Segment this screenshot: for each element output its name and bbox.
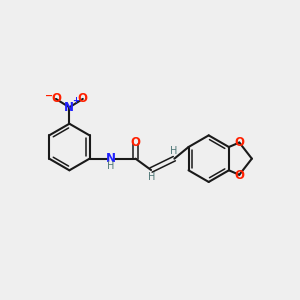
Text: +: +: [72, 96, 80, 105]
Text: O: O: [51, 92, 61, 105]
Text: H: H: [170, 146, 177, 156]
Text: O: O: [130, 136, 140, 149]
Text: O: O: [235, 136, 244, 149]
Text: N: N: [64, 101, 74, 114]
Text: −: −: [45, 90, 53, 100]
Text: N: N: [106, 152, 116, 165]
Text: O: O: [235, 169, 244, 182]
Text: H: H: [107, 161, 114, 171]
Text: H: H: [148, 172, 155, 182]
Text: O: O: [78, 92, 88, 105]
